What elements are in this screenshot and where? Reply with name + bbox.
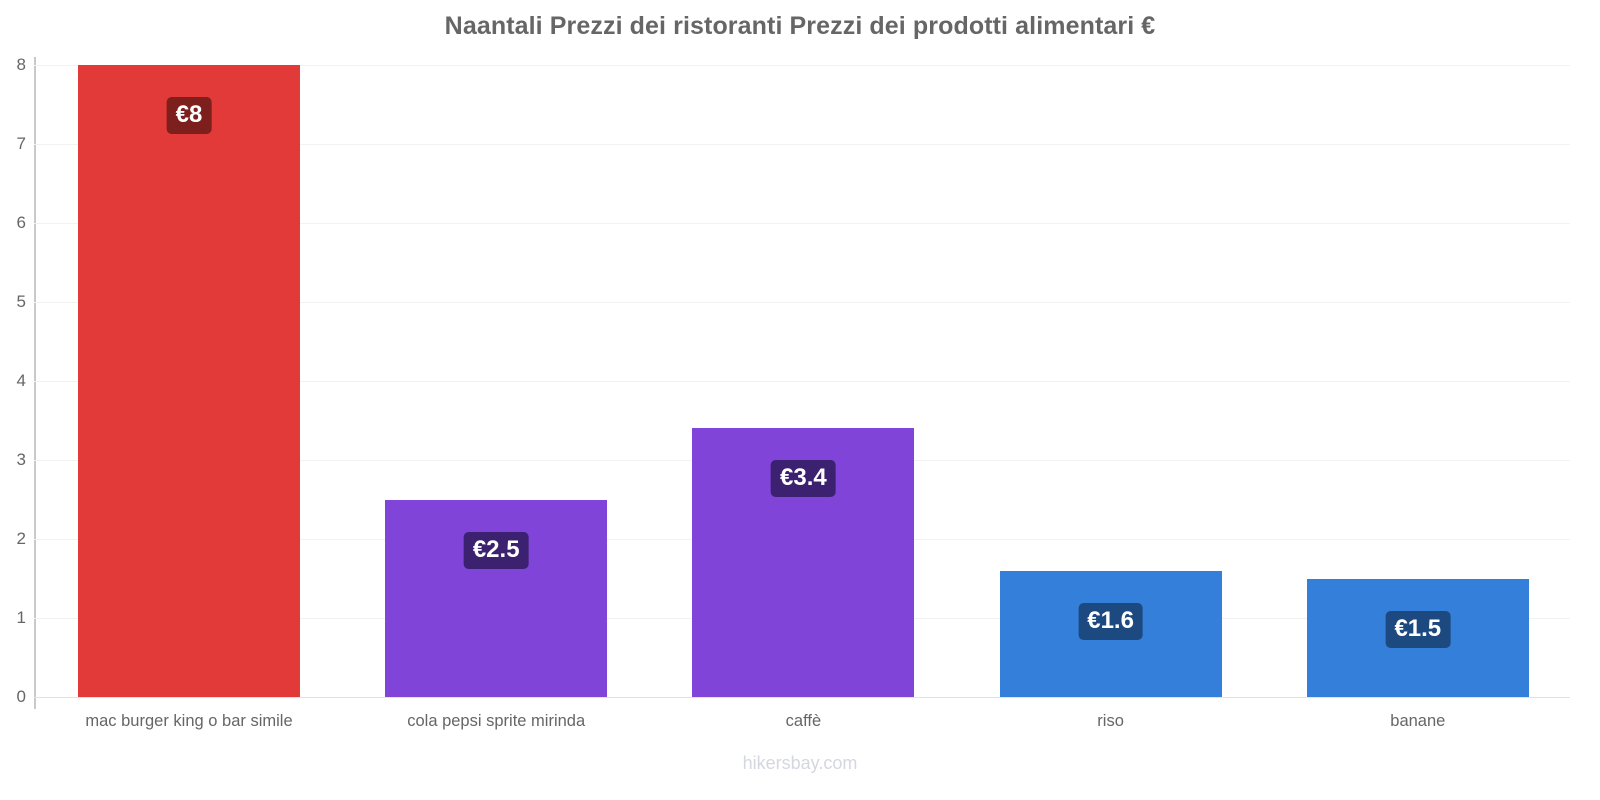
y-axis-tick-label: 0 bbox=[16, 687, 26, 706]
bar[interactable]: €3.4 bbox=[692, 428, 915, 697]
y-axis-tick-label: 4 bbox=[16, 371, 26, 390]
x-axis-category-label: cola pepsi sprite mirinda bbox=[407, 712, 586, 730]
gridline bbox=[34, 65, 1570, 66]
y-axis-tick-label: 3 bbox=[16, 450, 26, 469]
y-axis-tick-label: 2 bbox=[16, 529, 26, 548]
bar[interactable]: €8 bbox=[78, 65, 300, 697]
y-axis-tick-label: 5 bbox=[16, 292, 26, 311]
x-axis-category-label: riso bbox=[1097, 712, 1124, 730]
y-axis-tick-label: 8 bbox=[16, 55, 26, 74]
bar-value-label: €8 bbox=[166, 97, 212, 134]
gridline bbox=[34, 144, 1570, 145]
gridline bbox=[34, 302, 1570, 303]
y-axis-tick-label: 1 bbox=[16, 608, 26, 627]
y-axis-line bbox=[34, 57, 36, 709]
x-axis-category-label: banane bbox=[1390, 712, 1446, 730]
bar-value-label: €2.5 bbox=[463, 531, 529, 569]
bar[interactable]: €1.5 bbox=[1306, 578, 1529, 697]
y-axis-tick-label: 6 bbox=[16, 213, 26, 232]
bar-value-label: €1.5 bbox=[1385, 610, 1451, 648]
bar[interactable]: €2.5 bbox=[385, 499, 608, 697]
bar-value-label: €3.4 bbox=[771, 460, 836, 498]
chart-title: Naantali Prezzi dei ristoranti Prezzi de… bbox=[444, 12, 1156, 40]
x-axis-category-label: caffè bbox=[785, 712, 822, 730]
gridline bbox=[34, 223, 1570, 224]
gridline bbox=[34, 697, 1570, 698]
gridline bbox=[34, 381, 1570, 382]
bar[interactable]: €1.6 bbox=[999, 570, 1222, 697]
footer-watermark: hikersbay.com bbox=[742, 753, 858, 773]
plot-area: €8 €2.5 €3.4 €1.6 €1.5 bbox=[34, 65, 1570, 698]
x-axis-category-label: mac burger king o bar simile bbox=[85, 712, 293, 730]
y-axis-tick-label: 7 bbox=[16, 134, 26, 153]
bar-value-label: €1.6 bbox=[1078, 602, 1143, 640]
